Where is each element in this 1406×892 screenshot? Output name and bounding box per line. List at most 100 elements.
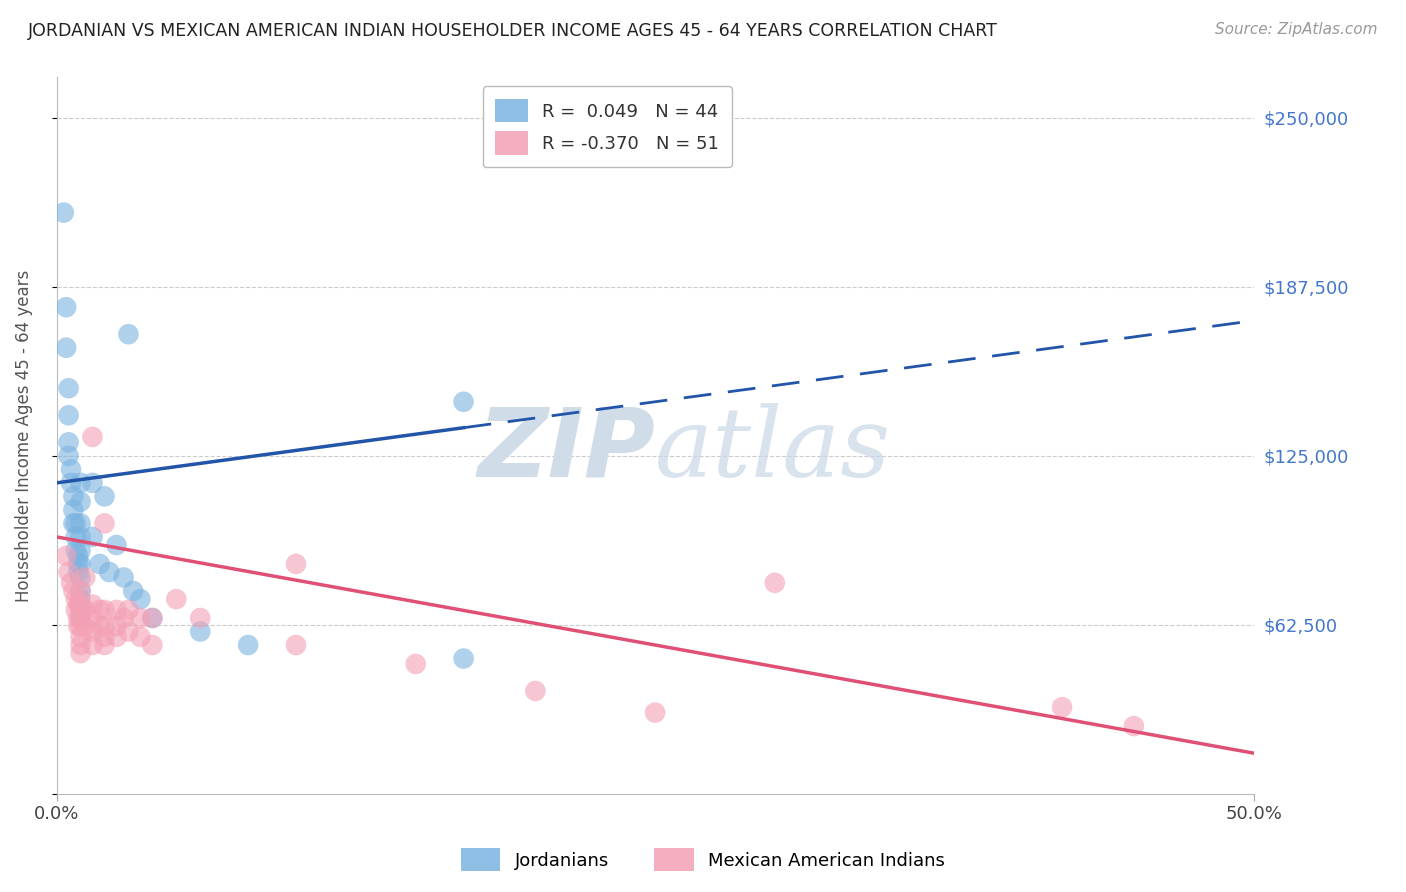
Point [59,575,82,590]
Point [89,619,111,633]
Point [89,557,111,571]
Point [69,598,91,612]
Point [285,557,308,571]
Point [69,611,91,625]
Point [75,603,97,617]
Point [112,611,135,625]
Point [117,603,139,617]
Point [524,684,547,698]
Point [65,592,87,607]
Point [65,530,87,544]
Point [93,489,115,503]
Point [55,549,77,563]
Legend: Jordanians, Mexican American Indians: Jordanians, Mexican American Indians [454,841,952,879]
Point [67,549,90,563]
Point [65,603,87,617]
Point [105,538,128,552]
Point [141,638,163,652]
Point [82,475,104,490]
Point [188,624,211,639]
Point [453,651,475,665]
Point [69,611,91,625]
Point [69,603,91,617]
Point [59,475,82,490]
Point [89,603,111,617]
Point [67,565,90,579]
Point [165,592,187,607]
Point [82,598,104,612]
Point [188,611,211,625]
Point [55,341,77,355]
Point [93,516,115,531]
Point [82,624,104,639]
Text: atlas: atlas [655,403,891,497]
Point [1050,700,1073,714]
Point [58,565,80,579]
Point [112,570,135,584]
Point [93,619,115,633]
Y-axis label: Householder Income Ages 45 - 64 years: Householder Income Ages 45 - 64 years [15,269,32,602]
Legend: R =  0.049   N = 44, R = -0.370   N = 51: R = 0.049 N = 44, R = -0.370 N = 51 [482,87,731,167]
Point [98,565,121,579]
Point [67,598,90,612]
Point [69,619,91,633]
Point [129,592,152,607]
Text: ZIP: ZIP [477,403,655,496]
Text: Source: ZipAtlas.com: Source: ZipAtlas.com [1215,22,1378,37]
Text: JORDANIAN VS MEXICAN AMERICAN INDIAN HOUSEHOLDER INCOME AGES 45 - 64 YEARS CORRE: JORDANIAN VS MEXICAN AMERICAN INDIAN HOU… [28,22,998,40]
Point [105,619,128,633]
Point [65,543,87,558]
Point [93,630,115,644]
Point [69,475,91,490]
Point [69,592,91,607]
Point [55,300,77,314]
Point [62,516,84,531]
Point [105,630,128,644]
Point [67,611,90,625]
Point [117,327,139,342]
Point [285,638,308,652]
Point [75,570,97,584]
Point [105,603,128,617]
Point [405,657,427,671]
Point [69,516,91,531]
Point [141,611,163,625]
Point [52,205,75,219]
Point [69,584,91,599]
Point [58,449,80,463]
Point [236,638,259,652]
Point [69,570,91,584]
Point [129,630,152,644]
Point [58,435,80,450]
Point [129,611,152,625]
Point [453,394,475,409]
Point [82,638,104,652]
Point [59,462,82,476]
Point [58,381,80,395]
Point [69,630,91,644]
Point [69,557,91,571]
Point [82,430,104,444]
Point [69,646,91,660]
Point [763,575,786,590]
Point [69,584,91,599]
Point [93,638,115,652]
Point [75,619,97,633]
Point [117,624,139,639]
Point [1122,719,1144,733]
Point [65,516,87,531]
Point [62,584,84,599]
Point [644,706,666,720]
Point [62,503,84,517]
Point [67,557,90,571]
Point [62,489,84,503]
Point [58,409,80,423]
Point [141,611,163,625]
Point [93,603,115,617]
Point [122,584,145,599]
Point [69,530,91,544]
Point [69,638,91,652]
Point [82,611,104,625]
Point [67,619,90,633]
Point [82,530,104,544]
